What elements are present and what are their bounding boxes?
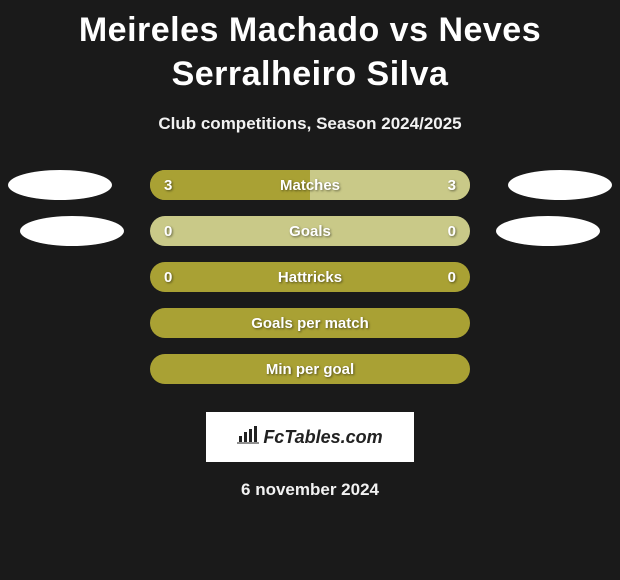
stat-value-right: 3 (448, 177, 456, 194)
stat-value-left: 0 (164, 223, 172, 240)
stat-label: Goals per match (251, 315, 369, 332)
page-title: Meireles Machado vs Neves Serralheiro Si… (0, 0, 620, 96)
logo-text: FcTables.com (263, 427, 382, 448)
subtitle: Club competitions, Season 2024/2025 (0, 114, 620, 134)
player-ellipse-left (20, 216, 124, 246)
comparison-rows: 3 3 Matches 0 0 Goals 0 0 Hattricks Goals per mat… (0, 170, 620, 384)
player-ellipse-left (8, 170, 112, 200)
stat-value-left: 3 (164, 177, 172, 194)
stat-label: Min per goal (266, 361, 354, 378)
stat-value-left: 0 (164, 269, 172, 286)
comparison-row: 0 0 Goals (0, 216, 620, 246)
player-ellipse-right (508, 170, 612, 200)
stat-bar: 0 0 Hattricks (150, 262, 470, 292)
comparison-row: 3 3 Matches (0, 170, 620, 200)
comparison-row: Goals per match (0, 308, 620, 338)
stat-bar: 3 3 Matches (150, 170, 470, 200)
logo-box: FcTables.com (206, 412, 414, 462)
stat-bar: 0 0 Goals (150, 216, 470, 246)
comparison-row: Min per goal (0, 354, 620, 384)
barchart-icon (237, 426, 259, 449)
stat-bar: Goals per match (150, 308, 470, 338)
stat-label: Goals (289, 223, 331, 240)
stat-bar: Min per goal (150, 354, 470, 384)
stat-value-right: 0 (448, 223, 456, 240)
stat-label: Hattricks (278, 269, 342, 286)
stat-label: Matches (280, 177, 340, 194)
comparison-row: 0 0 Hattricks (0, 262, 620, 292)
date-text: 6 november 2024 (0, 480, 620, 500)
player-ellipse-right (496, 216, 600, 246)
stat-value-right: 0 (448, 269, 456, 286)
